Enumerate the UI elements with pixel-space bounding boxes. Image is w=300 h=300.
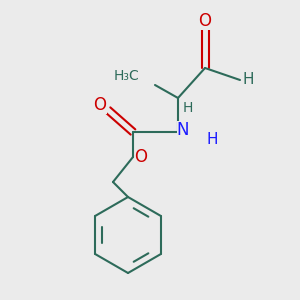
Text: H: H: [242, 73, 254, 88]
Text: N: N: [177, 121, 189, 139]
Text: H: H: [183, 101, 193, 115]
Text: O: O: [94, 96, 106, 114]
Text: H: H: [206, 131, 218, 146]
Text: O: O: [199, 12, 212, 30]
Text: O: O: [134, 148, 148, 166]
Text: H₃C: H₃C: [113, 69, 139, 83]
